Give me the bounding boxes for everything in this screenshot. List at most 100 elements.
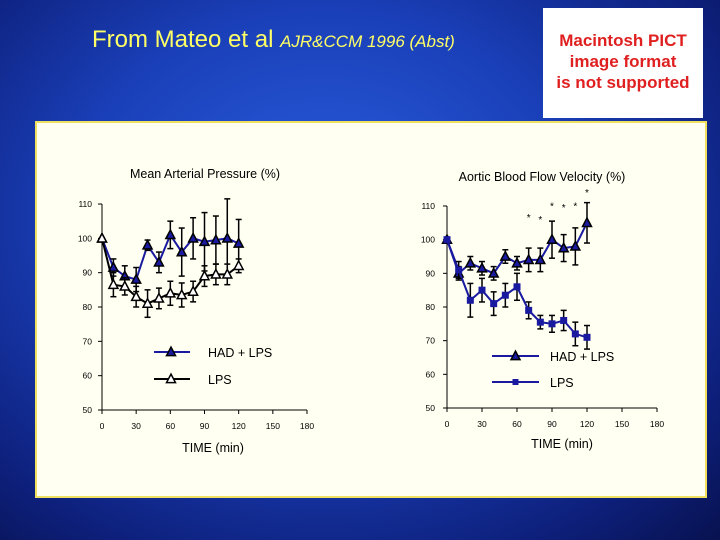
y-tick-label: 60: [83, 371, 93, 381]
data-point: [187, 285, 199, 296]
significance-asterisk: *: [538, 215, 542, 226]
y-tick-label: 80: [83, 302, 93, 312]
title-main: From Mateo et al: [92, 26, 281, 53]
significance-asterisk: *: [527, 213, 531, 224]
y-tick-label: 50: [426, 403, 436, 413]
data-point: [141, 297, 154, 308]
data-point: [571, 330, 579, 338]
x-tick-label: 90: [200, 421, 210, 431]
y-tick-label: 110: [78, 199, 92, 209]
y-tick-label: 70: [83, 336, 93, 346]
slide-title: From Mateo et al AJR&CCM 1996 (Abst): [92, 26, 455, 54]
x-axis-label: TIME (min): [182, 441, 244, 455]
pict-message-line: is not supported: [556, 73, 690, 92]
data-point: [130, 290, 142, 302]
data-point: [210, 233, 222, 245]
data-point: [232, 237, 245, 248]
data-point: [175, 245, 188, 257]
data-point: [557, 241, 570, 253]
data-point: [141, 238, 154, 250]
data-point: [581, 216, 593, 228]
y-tick-label: 90: [83, 268, 93, 278]
data-point: [478, 286, 486, 294]
y-tick-label: 60: [426, 369, 436, 379]
y-tick-label: 110: [421, 201, 435, 211]
data-point: [490, 300, 498, 308]
legend-marker: [509, 349, 522, 361]
data-point: [221, 231, 234, 243]
legend-label: HAD + LPS: [208, 346, 272, 360]
pict-placeholder-message: Macintosh PICT image format is not suppo…: [543, 30, 703, 93]
data-point: [546, 233, 558, 245]
y-tick-label: 100: [421, 235, 435, 245]
significance-asterisk: *: [585, 188, 589, 199]
x-tick-label: 180: [650, 419, 664, 429]
x-tick-label: 90: [547, 419, 557, 429]
y-tick-label: 50: [83, 405, 93, 415]
x-tick-label: 150: [615, 419, 629, 429]
data-point: [164, 228, 177, 240]
x-tick-label: 60: [512, 419, 522, 429]
data-point: [466, 296, 474, 304]
pict-placeholder-box: Macintosh PICT image format is not suppo…: [543, 8, 703, 118]
data-point: [107, 261, 120, 272]
data-point: [499, 250, 512, 261]
chart-title: Mean Arterial Pressure (%): [130, 167, 280, 181]
x-axis-label: TIME (min): [531, 437, 593, 451]
x-tick-label: 30: [477, 419, 487, 429]
data-point: [511, 256, 523, 268]
x-tick-label: 120: [232, 421, 246, 431]
legend-marker: [165, 345, 177, 357]
pict-message-line: image format: [569, 52, 677, 71]
legend-label: HAD + LPS: [550, 350, 614, 364]
data-point: [522, 253, 535, 265]
data-point: [187, 231, 199, 243]
significance-asterisk: *: [550, 201, 554, 212]
data-point: [96, 231, 108, 243]
y-tick-label: 100: [78, 233, 92, 243]
data-point: [501, 291, 509, 299]
legend-label: LPS: [208, 373, 232, 387]
legend-label: LPS: [550, 376, 574, 390]
x-tick-label: 180: [300, 421, 314, 431]
figure-panel: Mean Arterial Pressure (%) 50 60 70 80 90 100 1…: [35, 121, 707, 498]
data-point: [107, 278, 120, 290]
x-tick-label: 0: [100, 421, 105, 431]
data-point: [221, 267, 234, 279]
x-tick-label: 150: [266, 421, 280, 431]
significance-asterisk: *: [573, 201, 577, 212]
pict-message-line: Macintosh PICT: [559, 31, 687, 50]
data-point: [455, 266, 463, 274]
data-point: [548, 320, 556, 328]
data-point: [534, 253, 547, 265]
data-point: [464, 256, 477, 268]
data-point: [175, 288, 188, 300]
x-tick-label: 60: [166, 421, 176, 431]
title-citation: AJR&CCM 1996 (Abst): [280, 32, 455, 51]
legend-marker: [512, 379, 519, 385]
data-point: [232, 259, 245, 271]
data-point: [487, 266, 500, 278]
data-point: [476, 261, 488, 273]
data-point: [198, 235, 211, 247]
x-tick-label: 30: [131, 421, 141, 431]
x-tick-label: 0: [445, 419, 450, 429]
significance-asterisk: *: [562, 203, 566, 214]
data-point: [536, 318, 544, 326]
data-point: [198, 269, 211, 281]
data-point: [119, 279, 131, 291]
data-point: [153, 255, 165, 267]
chart-title: Aortic Blood Flow Velocity (%): [459, 170, 626, 184]
data-point: [210, 267, 222, 279]
data-point: [164, 286, 177, 298]
y-tick-label: 90: [426, 268, 436, 278]
charts-svg: Mean Arterial Pressure (%) 50 60 70 80 90 100 1…: [78, 167, 665, 455]
data-point: [560, 316, 568, 324]
data-point: [525, 306, 533, 314]
data-point: [513, 283, 521, 291]
data-point: [153, 291, 165, 303]
y-tick-label: 70: [426, 336, 436, 346]
data-point: [583, 333, 591, 341]
x-tick-label: 120: [580, 419, 594, 429]
legend-marker: [165, 372, 177, 384]
